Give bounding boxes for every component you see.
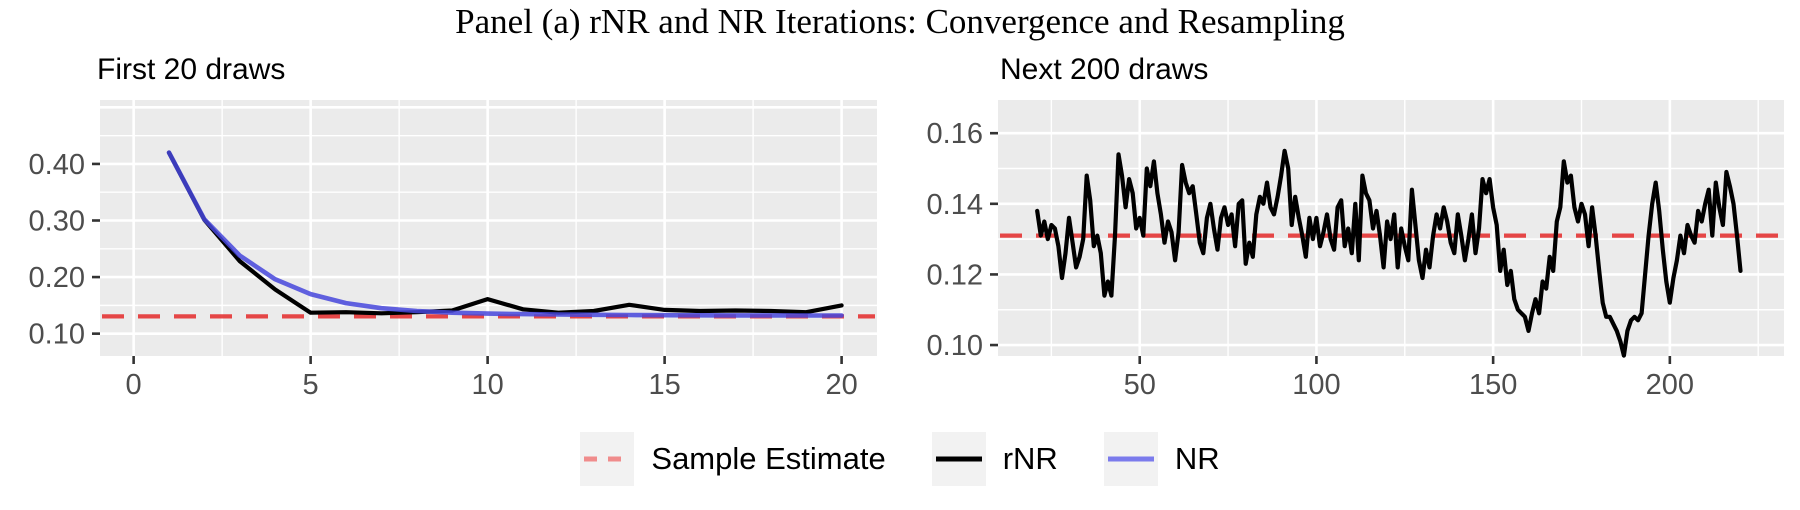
x-tick-label: 20 <box>825 369 857 401</box>
x-tick-label: 10 <box>471 369 503 401</box>
legend-item-nr: NR <box>1103 432 1220 486</box>
legend-item-sample-estimate: Sample Estimate <box>580 432 886 486</box>
y-tick-label: 0.14 <box>927 189 983 221</box>
facet-title-first-20-draws: First 20 draws <box>97 53 286 86</box>
y-tick-label: 0.30 <box>29 206 85 238</box>
x-tick-label: 150 <box>1469 369 1517 401</box>
y-tick-label: 0.12 <box>927 259 983 291</box>
legend-label-nr: NR <box>1174 441 1220 476</box>
legend-label-sample-estimate: Sample Estimate <box>651 441 886 476</box>
rnr-line <box>1035 148 1743 358</box>
panel-0: 0 5 10 15 20 0.10 0.20 0.30 0.40 <box>29 100 877 401</box>
axis-labels: 0 5 10 15 20 0.10 0.20 0.30 0.40 <box>29 149 858 401</box>
legend: Sample Estimate rNR NR <box>0 432 1800 486</box>
y-tick-label: 0.40 <box>29 149 85 181</box>
panel-1: 50 100 150 200 0.10 0.12 0.14 0.16 <box>927 100 1784 401</box>
x-tick-label: 100 <box>1292 369 1340 401</box>
rnr-line <box>166 150 844 316</box>
x-tick-label: 200 <box>1646 369 1694 401</box>
x-tick-label: 0 <box>126 369 142 401</box>
y-tick-label: 0.20 <box>29 262 85 294</box>
dashed-red-line-key-icon <box>580 432 635 486</box>
legend-label-rnr: rNR <box>1002 441 1058 476</box>
y-tick-label: 0.10 <box>927 330 983 362</box>
legend-item-rnr: rNR <box>931 432 1058 486</box>
x-tick-label: 15 <box>648 369 680 401</box>
nr-line <box>166 150 844 318</box>
x-tick-label: 5 <box>303 369 319 401</box>
solid-black-line-key-icon <box>931 432 986 486</box>
y-tick-label: 0.10 <box>29 319 85 351</box>
y-tick-label: 0.16 <box>927 118 983 150</box>
chart-title: Panel (a) rNR and NR Iterations: Converg… <box>455 2 1345 41</box>
x-tick-label: 50 <box>1124 369 1156 401</box>
axis-labels: 50 100 150 200 0.10 0.12 0.14 0.16 <box>927 118 1694 401</box>
facet-title-next-200-draws: Next 200 draws <box>1000 53 1209 86</box>
solid-blue-line-key-icon <box>1103 432 1158 486</box>
